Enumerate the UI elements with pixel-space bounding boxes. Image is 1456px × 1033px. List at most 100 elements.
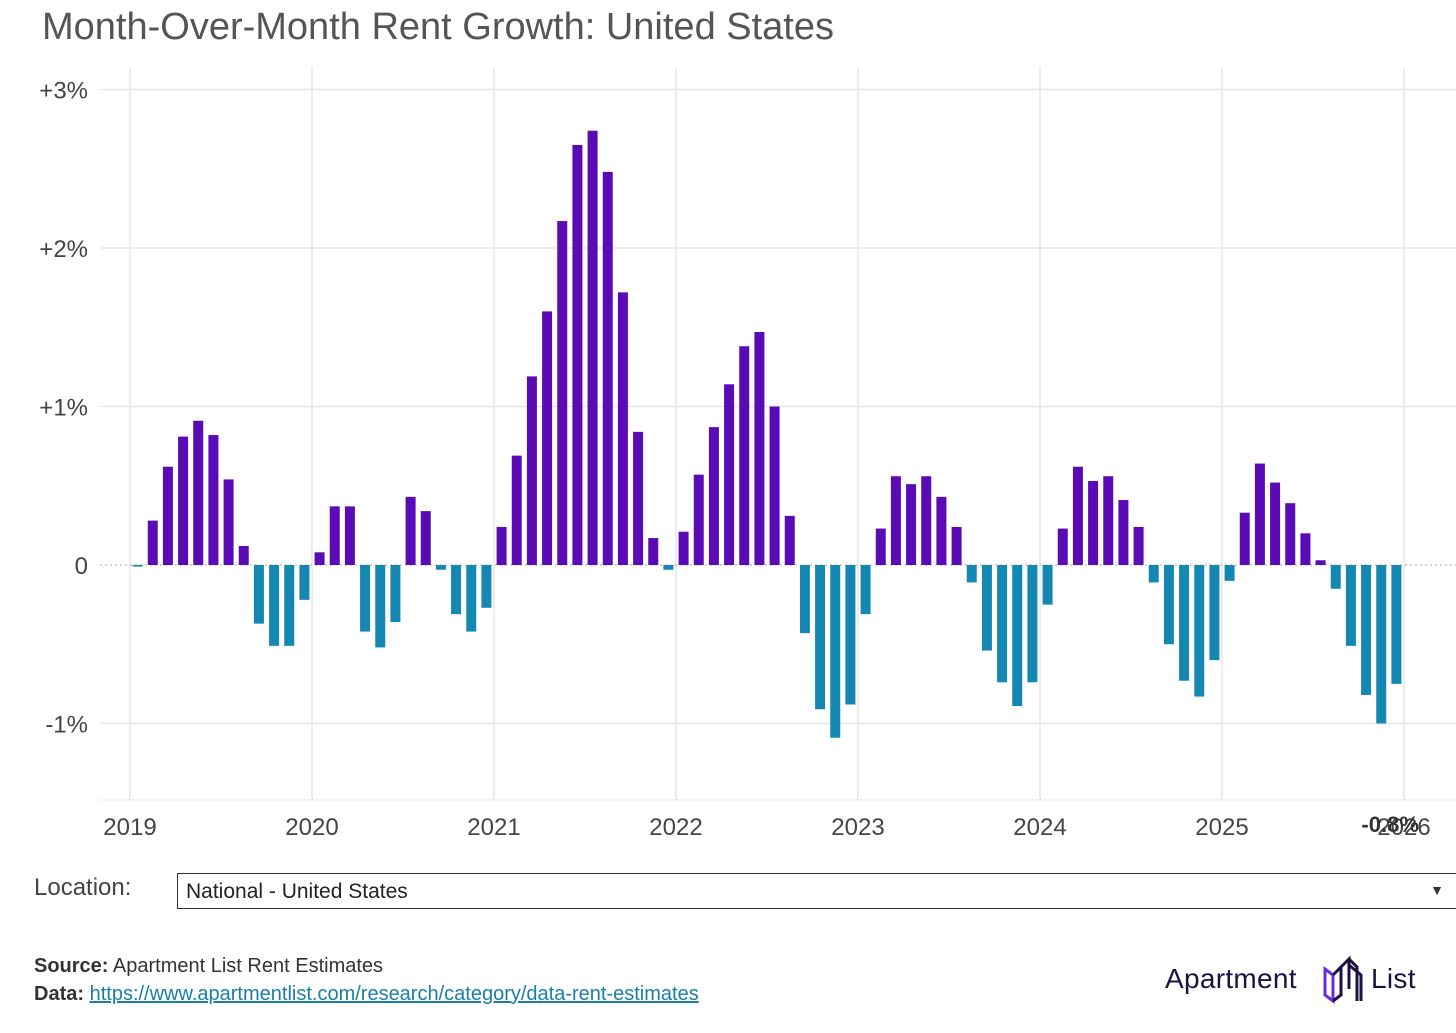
bar xyxy=(936,496,947,565)
bar xyxy=(1072,466,1083,565)
bar xyxy=(572,144,583,565)
bar xyxy=(223,479,234,565)
logo-text-list: List xyxy=(1371,963,1416,994)
x-tick-label: 2026 xyxy=(1377,814,1430,841)
location-select[interactable]: National - United States ▼ xyxy=(177,873,1456,909)
bar xyxy=(890,476,901,565)
logo-text-apartment: Apartment xyxy=(1165,963,1297,994)
bar xyxy=(799,565,810,634)
bar xyxy=(405,496,416,565)
bar xyxy=(906,484,917,565)
bar xyxy=(360,565,371,632)
source-text: Apartment List Rent Estimates xyxy=(112,955,384,977)
bar xyxy=(1391,565,1402,684)
bar xyxy=(1224,565,1235,581)
bar xyxy=(1300,533,1311,565)
bar xyxy=(1376,565,1387,724)
bar xyxy=(1163,565,1174,645)
bar xyxy=(769,406,780,565)
bar xyxy=(815,565,826,710)
bar xyxy=(269,565,280,646)
bar xyxy=(739,346,750,565)
y-tick-label: +2% xyxy=(39,236,88,263)
bar xyxy=(860,565,871,615)
bar xyxy=(466,565,477,632)
bar xyxy=(511,455,522,565)
location-label: Location: xyxy=(34,874,132,901)
bar xyxy=(299,565,310,600)
bar xyxy=(1194,565,1205,697)
y-tick-label: 0 xyxy=(75,553,88,580)
bar xyxy=(693,474,704,565)
bar xyxy=(875,528,886,565)
bar xyxy=(845,565,856,705)
bar xyxy=(784,515,795,565)
bar xyxy=(314,552,325,565)
bar xyxy=(451,565,462,615)
data-label: Data: xyxy=(34,983,85,1005)
x-tick-label: 2023 xyxy=(831,814,884,841)
x-tick-label: 2022 xyxy=(649,814,702,841)
bar xyxy=(921,476,932,565)
bar xyxy=(1027,565,1038,683)
bar xyxy=(1088,480,1099,565)
y-tick-label: +1% xyxy=(39,395,88,422)
bar xyxy=(435,565,446,570)
bar xyxy=(284,565,295,646)
triangle-down-icon[interactable]: ▼ xyxy=(1430,882,1444,898)
chart-title: Month-Over-Month Rent Growth: United Sta… xyxy=(42,6,834,48)
bar xyxy=(147,520,158,565)
bar xyxy=(1239,512,1250,565)
footer-source: Source: Apartment List Rent Estimates xyxy=(34,955,383,978)
bar xyxy=(724,384,735,565)
location-value: National - United States xyxy=(186,880,408,903)
bar xyxy=(966,565,977,583)
bar xyxy=(830,565,841,738)
bar xyxy=(1148,565,1159,583)
source-label: Source: xyxy=(34,955,109,977)
bar xyxy=(1254,463,1265,565)
bar xyxy=(178,436,189,565)
last-value-label: -0.8% xyxy=(1361,812,1418,837)
bar xyxy=(663,565,674,570)
bar xyxy=(1179,565,1190,681)
bar xyxy=(1330,565,1341,589)
bar xyxy=(1133,526,1144,565)
bar xyxy=(1315,560,1326,565)
building-logo-icon xyxy=(1323,955,1363,1004)
bar xyxy=(1345,565,1356,646)
x-tick-label: 2020 xyxy=(285,814,338,841)
bar xyxy=(754,332,765,565)
bar xyxy=(420,511,431,565)
bar xyxy=(997,565,1008,683)
bar xyxy=(1361,565,1372,695)
bar xyxy=(162,466,173,565)
bar xyxy=(1042,565,1053,605)
bar xyxy=(1057,528,1068,565)
bar xyxy=(1103,476,1114,565)
bar xyxy=(708,427,719,565)
bar-chart: +3% +2% +1% 0 -1% 2019 2020 2021 2022 2023 2024 202… xyxy=(39,68,1456,841)
bar xyxy=(526,376,537,565)
bar xyxy=(1270,482,1281,565)
bar xyxy=(132,565,143,567)
y-tick-label: -1% xyxy=(45,712,88,739)
bar xyxy=(602,171,613,566)
x-tick-label: 2019 xyxy=(103,814,156,841)
bar xyxy=(951,526,962,565)
bar xyxy=(633,431,644,565)
bar xyxy=(344,506,355,565)
bar xyxy=(329,506,340,565)
bar xyxy=(253,565,264,624)
bar xyxy=(375,565,386,648)
x-tick-label: 2024 xyxy=(1013,814,1066,841)
bar xyxy=(390,565,401,623)
x-tick-label: 2021 xyxy=(467,814,520,841)
x-tick-label: 2025 xyxy=(1195,814,1248,841)
bar xyxy=(481,565,492,608)
bar xyxy=(1285,503,1296,565)
bar xyxy=(678,531,689,565)
bar xyxy=(587,130,598,565)
bar xyxy=(648,538,659,565)
data-link[interactable]: https://www.apartmentlist.com/research/c… xyxy=(89,983,699,1005)
